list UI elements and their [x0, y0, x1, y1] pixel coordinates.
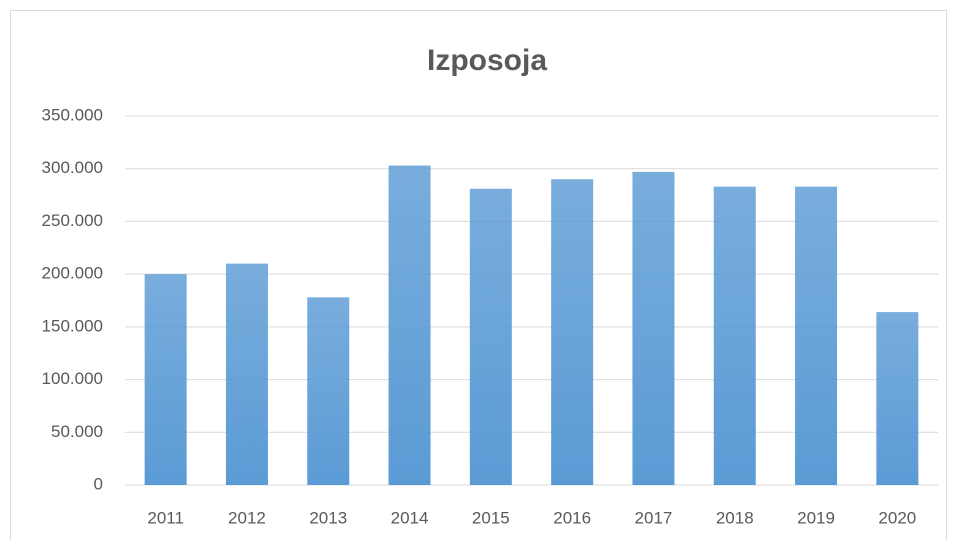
- bar: [469, 188, 512, 485]
- bar: [551, 179, 594, 485]
- bar: [795, 186, 838, 485]
- y-tick-label: 0: [94, 474, 103, 493]
- x-tick-label: 2020: [878, 508, 916, 527]
- x-tick-label: 2012: [228, 508, 266, 527]
- x-tick-label: 2019: [797, 508, 835, 527]
- chart-title: Izposoja: [427, 44, 547, 77]
- x-tick-label: 2014: [391, 508, 429, 527]
- bar: [307, 297, 350, 485]
- bar: [388, 165, 431, 485]
- x-tick-label: 2016: [553, 508, 591, 527]
- y-tick-label: 350.000: [42, 105, 103, 124]
- x-tick-label: 2017: [635, 508, 673, 527]
- chart-frame: [10, 10, 947, 540]
- x-tick-label: 2015: [472, 508, 510, 527]
- y-tick-label: 250.000: [42, 211, 103, 230]
- x-tick-label: 2013: [309, 508, 347, 527]
- y-tick-label: 50.000: [51, 422, 103, 441]
- bar: [713, 186, 756, 485]
- bar: [144, 274, 187, 485]
- bar: [876, 312, 919, 485]
- y-tick-label: 300.000: [42, 158, 103, 177]
- bar: [632, 171, 675, 485]
- x-tick-label: 2018: [716, 508, 754, 527]
- y-tick-label: 200.000: [42, 264, 103, 283]
- y-tick-label: 150.000: [42, 316, 103, 335]
- y-tick-label: 100.000: [42, 369, 103, 388]
- x-tick-label: 2011: [147, 508, 184, 527]
- bar: [225, 263, 268, 485]
